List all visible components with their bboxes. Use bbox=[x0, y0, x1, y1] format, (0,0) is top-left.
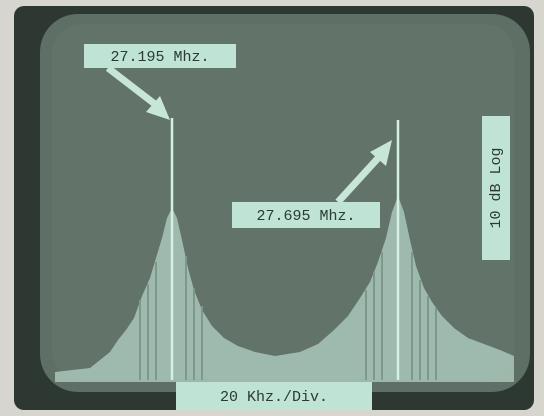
right-arrow bbox=[335, 153, 383, 205]
right-peak-label: 27.695 Mhz. bbox=[256, 208, 355, 225]
label-box bbox=[84, 44, 236, 68]
left-peak-label: 27.195 Mhz. bbox=[110, 49, 209, 66]
horizontal-scale-label: 20 Khz./Div. bbox=[220, 389, 328, 406]
spectrum-ripple bbox=[139, 252, 437, 380]
left-arrow bbox=[105, 65, 163, 111]
vertical-scale-label: 10 dB Log bbox=[488, 147, 505, 228]
label-box bbox=[482, 116, 510, 260]
label-box bbox=[232, 202, 380, 228]
left-arrow-head bbox=[146, 96, 170, 120]
label-box bbox=[176, 382, 372, 410]
right-arrow-head bbox=[370, 140, 392, 166]
